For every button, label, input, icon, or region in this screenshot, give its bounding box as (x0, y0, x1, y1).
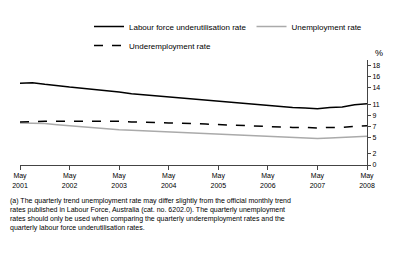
svg-text:%: % (375, 48, 383, 58)
svg-text:5: 5 (372, 134, 376, 141)
svg-text:May2007: May2007 (310, 172, 326, 188)
svg-text:18: 18 (372, 62, 380, 69)
svg-text:May2005: May2005 (211, 172, 227, 188)
svg-text:9: 9 (372, 112, 376, 119)
svg-text:(a) The quarterly trend unempl: (a) The quarterly trend unemployment rat… (10, 197, 291, 232)
svg-text:0: 0 (372, 161, 376, 168)
svg-text:May2002: May2002 (62, 172, 78, 188)
svg-text:May2006: May2006 (260, 172, 276, 188)
svg-text:7: 7 (372, 123, 376, 130)
svg-text:16: 16 (372, 73, 380, 80)
svg-text:May2001: May2001 (12, 172, 28, 188)
svg-text:2: 2 (372, 150, 376, 157)
svg-text:Labour force underutilisation: Labour force underutilisation rate (129, 23, 247, 32)
svg-text:Underemployment rate: Underemployment rate (129, 42, 211, 51)
svg-text:May2003: May2003 (111, 172, 127, 188)
svg-text:May2008: May2008 (359, 172, 375, 188)
svg-text:11: 11 (372, 101, 379, 108)
svg-text:May2004: May2004 (161, 172, 177, 188)
svg-text:14: 14 (372, 84, 380, 91)
svg-text:Unemployment rate: Unemployment rate (292, 23, 362, 32)
